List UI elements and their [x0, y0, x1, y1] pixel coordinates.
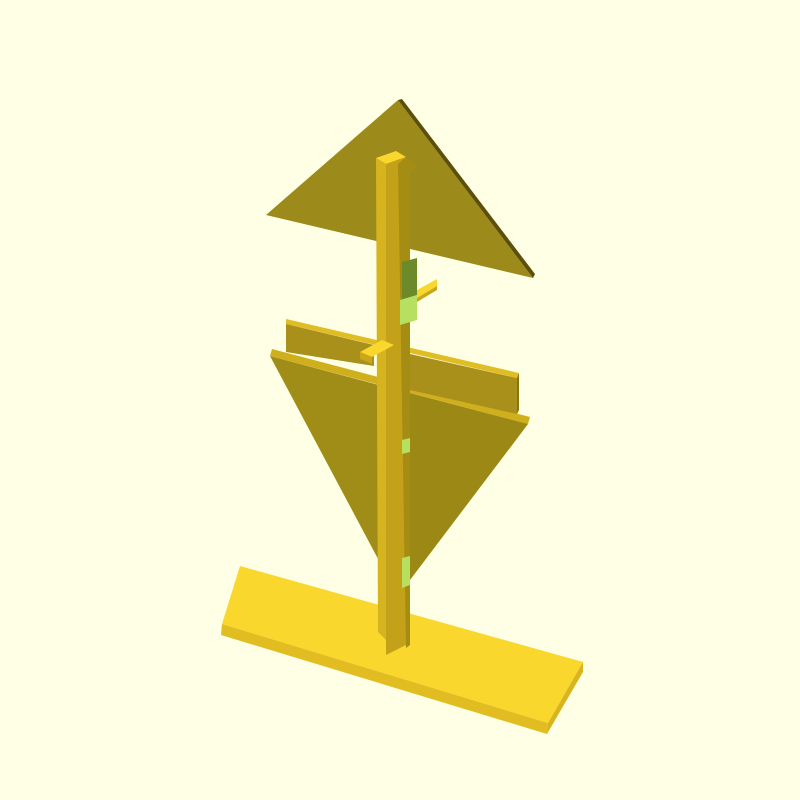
cross-plank-right-end	[517, 373, 519, 414]
peg-upper-top	[417, 279, 437, 298]
peg-lower-side	[360, 352, 372, 364]
vertical-mast	[376, 151, 418, 655]
mast-lower-cavity	[402, 556, 410, 588]
mast-mid-cavity	[402, 438, 410, 454]
cross-plank-front-left	[286, 324, 374, 366]
peg-lower	[360, 340, 394, 364]
mast-cavity-dark	[402, 258, 417, 300]
peg-upper-side	[417, 286, 437, 302]
peg-upper	[417, 279, 437, 302]
base-plate-right-edge	[547, 662, 583, 734]
mast-cavity-light	[400, 295, 417, 325]
lower-triangle-right-face	[410, 393, 528, 580]
mast-cap-top	[376, 151, 406, 164]
cross-plank-front-right	[410, 354, 517, 414]
lower-triangle-left-face	[270, 356, 390, 572]
base-plate-front-edge	[221, 624, 548, 734]
peg-lower-top	[360, 340, 394, 357]
mast-left-face	[376, 158, 386, 640]
top-triangle-edge	[398, 99, 535, 278]
